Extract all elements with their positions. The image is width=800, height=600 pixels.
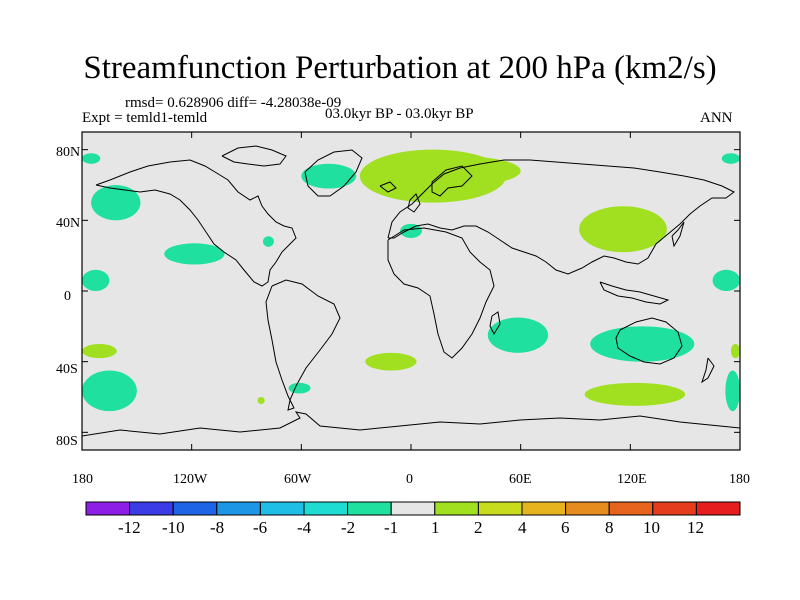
contour-region-mediterranean-negative [400, 223, 422, 238]
colorbar-label: 1 [431, 518, 440, 537]
contour-region-pacific-equator-west-negative [82, 269, 110, 291]
contour-region-eastern-pacific-negative [164, 243, 225, 265]
colorbar-label: 8 [605, 518, 614, 537]
period-text: 03.0kyr BP - 03.0kyr BP [325, 106, 474, 122]
colorbar-swatch [695, 501, 741, 516]
stats-text: rmsd= 0.628906 diff= -4.28038e-09 [125, 95, 342, 111]
lat-label-80n: 80N [56, 145, 80, 160]
lon-label-120e: 120E [617, 472, 647, 487]
coast-australia [615, 317, 683, 365]
contour-region-australia-negative [590, 326, 695, 362]
colorbar [85, 501, 741, 516]
colorbar-label: 4 [518, 518, 527, 537]
coast-iceland [379, 181, 397, 193]
lon-label-60e: 60E [509, 472, 532, 487]
coast-antarctica [82, 411, 740, 437]
contour-region-north-asia-positive [411, 156, 521, 185]
contour-region-arctic-pacific-negative [82, 153, 101, 164]
coast-new-zealand [701, 357, 715, 384]
coast-madagascar [489, 311, 501, 336]
colorbar-swatch [608, 501, 654, 516]
colorbar-swatch [434, 501, 479, 516]
contour-region-greenland-negative [301, 163, 357, 189]
coast-africa [387, 227, 495, 359]
colorbar-swatch [216, 501, 261, 516]
contour-region-south-pacific-small-positive [82, 344, 117, 359]
lon-label-120w: 120W [173, 472, 208, 487]
lon-label-0: 0 [406, 472, 413, 487]
contour-region-western-pacific-positive [579, 206, 667, 253]
colorbar-swatch [390, 501, 436, 516]
contour-regions [82, 149, 740, 412]
coast-scandinavia [431, 165, 473, 197]
colorbar-label: 12 [687, 518, 704, 537]
coast-south-america [265, 279, 341, 411]
coast-japan [671, 221, 685, 248]
lon-label-60w: 60W [284, 472, 312, 487]
contour-region-south-pacific-negative [82, 370, 137, 412]
contour-region-pacific-equator-east-negative [712, 269, 740, 291]
experiment-text: Expt = temld1-temld [82, 110, 208, 126]
lat-label-40n: 40N [56, 216, 80, 231]
colorbar-label: -6 [253, 518, 267, 537]
coastlines [82, 145, 740, 437]
contour-region-florida-negative [262, 236, 274, 247]
colorbar-swatch [259, 501, 305, 516]
lat-label-0: 0 [64, 289, 71, 304]
coast-uk [407, 193, 421, 213]
coast-indonesia [599, 281, 670, 305]
colorbar-swatch [521, 501, 567, 516]
axis-ticks [81, 132, 741, 450]
colorbar-swatch [652, 501, 697, 516]
lon-label-180w: 180 [72, 472, 93, 487]
colorbar-label: -1 [384, 518, 398, 537]
coast-greenland [304, 149, 363, 197]
colorbar-label: -10 [162, 518, 185, 537]
lat-label-80s: 80S [56, 434, 78, 449]
contour-region-southern-africa-negative [487, 317, 549, 353]
colorbar-label: 10 [643, 518, 660, 537]
coast-eurasia [387, 159, 735, 275]
page-title: Streamfunction Perturbation at 200 hPa (… [83, 50, 717, 86]
contour-region-south-pacific-east-negative [725, 370, 740, 412]
colorbar-swatch [85, 501, 131, 516]
colorbar-swatch [565, 501, 610, 516]
colorbar-label: -2 [341, 518, 355, 537]
lat-label-40s: 40S [56, 362, 78, 377]
contour-region-drake-passage-negative [288, 382, 311, 394]
coast-north-america [95, 159, 297, 287]
colorbar-swatch [303, 501, 349, 516]
colorbar-label: -12 [118, 518, 141, 537]
contour-region-arctic-pacific-east-negative [721, 153, 740, 164]
contour-region-south-america-tip-positive [257, 397, 265, 405]
colorbar-label: -4 [297, 518, 312, 537]
contour-region-south-pacific-far-east-positive [730, 344, 740, 359]
colorbar-swatch [172, 501, 218, 516]
season-text: ANN [700, 110, 733, 126]
colorbar-label: -8 [210, 518, 224, 537]
colorbar-label: 2 [474, 518, 483, 537]
contour-region-south-indian-ocean-positive [584, 382, 686, 406]
contour-region-south-atlantic-positive [365, 352, 417, 371]
colorbar-swatch [129, 501, 174, 516]
lon-label-180e: 180 [729, 472, 750, 487]
colorbar-swatch [477, 501, 523, 516]
coast-canadian-islands [221, 145, 287, 167]
colorbar-swatch [347, 501, 392, 516]
contour-region-north-pacific-negative [91, 185, 141, 221]
colorbar-label: 6 [561, 518, 570, 537]
